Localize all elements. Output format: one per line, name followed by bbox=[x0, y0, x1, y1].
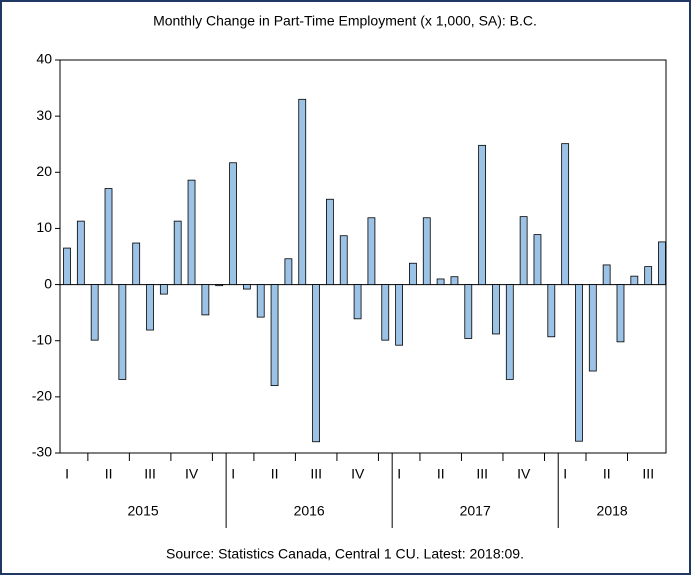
bar bbox=[658, 241, 666, 285]
bar bbox=[519, 216, 528, 285]
bar bbox=[118, 284, 127, 380]
x-tick-label: IV bbox=[517, 466, 531, 482]
bar bbox=[492, 284, 500, 335]
x-tick-label: III bbox=[144, 466, 156, 482]
bar bbox=[146, 284, 154, 331]
plot-area bbox=[59, 59, 667, 454]
y-tick-label: 30 bbox=[36, 107, 52, 123]
bar bbox=[242, 284, 251, 290]
y-tick-label: -10 bbox=[32, 331, 52, 347]
bar bbox=[505, 284, 514, 380]
bar bbox=[256, 284, 265, 318]
year-label: 2018 bbox=[597, 503, 628, 519]
bar bbox=[533, 234, 542, 285]
bar bbox=[409, 262, 417, 285]
bar bbox=[339, 235, 348, 285]
bar bbox=[464, 284, 473, 339]
bar bbox=[132, 242, 141, 285]
x-tick-label: II bbox=[437, 466, 445, 482]
x-tick-label: I bbox=[231, 466, 235, 482]
bar bbox=[575, 284, 583, 442]
bar bbox=[547, 284, 556, 338]
bar bbox=[159, 284, 168, 295]
y-tick-label: -20 bbox=[32, 388, 52, 404]
bar bbox=[616, 284, 625, 343]
x-tick-label: III bbox=[642, 466, 654, 482]
y-tick-label: 20 bbox=[36, 163, 52, 179]
bar bbox=[63, 247, 71, 285]
source-note: Source: Statistics Canada, Central 1 CU.… bbox=[166, 546, 524, 562]
bar bbox=[90, 284, 99, 341]
x-tick-label: II bbox=[271, 466, 279, 482]
bar bbox=[312, 284, 320, 443]
bar bbox=[381, 284, 390, 341]
year-label: 2017 bbox=[460, 503, 491, 519]
chart-title: Monthly Change in Part-Time Employment (… bbox=[153, 13, 537, 29]
y-tick-label: 10 bbox=[36, 219, 52, 235]
y-tick-label: -30 bbox=[32, 444, 52, 460]
bar bbox=[450, 276, 459, 285]
bar bbox=[422, 217, 431, 285]
bar bbox=[436, 278, 445, 285]
bar bbox=[602, 264, 611, 285]
x-tick-label: III bbox=[310, 466, 322, 482]
bar bbox=[353, 284, 362, 320]
bar bbox=[395, 284, 403, 346]
bar bbox=[229, 162, 237, 285]
bar bbox=[478, 144, 487, 285]
y-tick-label: 0 bbox=[44, 275, 52, 291]
bar bbox=[201, 284, 210, 316]
bar bbox=[270, 284, 279, 387]
year-label: 2015 bbox=[128, 503, 159, 519]
bar bbox=[104, 188, 113, 285]
x-tick-label: III bbox=[476, 466, 488, 482]
bar bbox=[630, 275, 639, 285]
bar bbox=[284, 258, 293, 285]
x-tick-label: I bbox=[563, 466, 567, 482]
bar bbox=[588, 284, 597, 372]
bar bbox=[644, 266, 653, 285]
bar bbox=[187, 179, 196, 285]
x-tick-label: II bbox=[603, 466, 611, 482]
x-tick-label: IV bbox=[185, 466, 199, 482]
bar bbox=[298, 98, 307, 285]
bar bbox=[367, 217, 376, 285]
x-tick-label: II bbox=[105, 466, 113, 482]
x-tick-label: I bbox=[397, 466, 401, 482]
y-tick-label: 40 bbox=[36, 51, 52, 67]
bar bbox=[173, 220, 182, 285]
bar bbox=[215, 284, 224, 287]
bar bbox=[561, 143, 570, 285]
year-label: 2016 bbox=[294, 503, 325, 519]
x-tick-label: I bbox=[65, 466, 69, 482]
bar bbox=[76, 220, 85, 285]
bar bbox=[326, 198, 334, 285]
x-tick-label: IV bbox=[351, 466, 365, 482]
